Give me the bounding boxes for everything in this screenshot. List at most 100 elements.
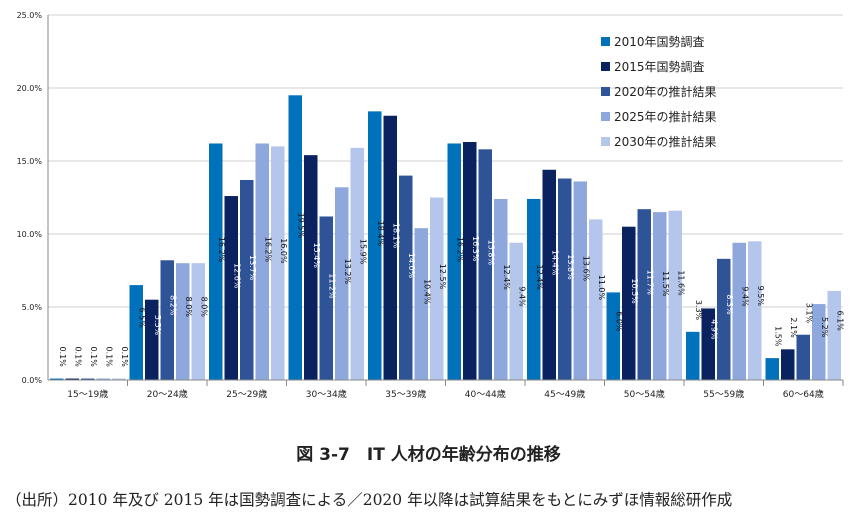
data-label: 18.4% (376, 221, 385, 247)
bar (494, 198, 508, 380)
data-label: 16.0% (279, 238, 288, 264)
bar (527, 198, 541, 380)
data-label: 14.4% (550, 250, 559, 276)
data-label: 5.2% (820, 317, 829, 338)
legend-label: 2030年の推計結果 (614, 134, 717, 149)
data-label: 11.7% (645, 270, 654, 296)
data-label: 1.5% (773, 326, 782, 347)
bar (368, 111, 382, 381)
data-label: 12.4% (535, 264, 544, 290)
x-tick-label: 50～54歳 (624, 388, 665, 400)
legend-label: 2010年国勢調査 (614, 34, 705, 49)
gridlines (48, 14, 843, 308)
data-label: 0.1% (73, 347, 82, 368)
bar (589, 219, 603, 380)
bar (240, 179, 254, 380)
bar (430, 197, 444, 380)
y-tick-label: 20.0% (17, 84, 43, 93)
bar-chart: 0.1% 0.1% 0.1% 0.1% 0.1% 6.5% 5.5% 8.2% 8.0% 8.0%… (17, 11, 845, 400)
data-label: 11.0% (597, 275, 606, 301)
y-tick-label: 5.0% (22, 303, 43, 312)
bar (463, 142, 477, 380)
data-label: 0.1% (58, 347, 67, 368)
bar (383, 115, 397, 381)
bar (145, 299, 159, 380)
y-tick-label: 15.0% (17, 157, 43, 166)
figure-caption: 図 3-7 IT 人材の年齢分布の推移 (296, 445, 561, 465)
bar (112, 378, 126, 380)
data-label: 3.3% (694, 300, 703, 321)
data-label: 11.2% (327, 273, 336, 299)
bar (748, 241, 762, 380)
data-label: 19.5% (296, 213, 305, 239)
bar (509, 242, 523, 380)
bar (160, 260, 174, 380)
data-label: 16.2% (455, 237, 464, 263)
bars (50, 95, 841, 381)
y-tick-label: 0.0% (22, 376, 43, 385)
bar (209, 143, 223, 380)
bar (542, 169, 556, 380)
x-tick-label: 60～64歳 (783, 388, 824, 400)
data-label: 0.1% (104, 347, 113, 368)
bar (812, 304, 826, 380)
bar (81, 378, 95, 380)
bar (176, 263, 190, 380)
bar (558, 178, 572, 380)
bar (255, 143, 269, 380)
data-label: 13.6% (581, 256, 590, 282)
bar (701, 308, 715, 380)
data-label: 18.1% (391, 223, 400, 249)
bar (399, 175, 413, 380)
data-label: 13.2% (343, 259, 352, 285)
data-label: 16.3% (471, 236, 480, 262)
data-label: 10.5% (630, 278, 639, 304)
legend-label: 2015年国勢調査 (614, 59, 705, 74)
data-label: 11.5% (661, 271, 670, 297)
data-label: 4.9% (709, 319, 718, 340)
bar (335, 187, 349, 380)
legend-swatch (601, 137, 610, 146)
bar (796, 334, 810, 380)
data-label: 8.0% (199, 297, 208, 318)
bar (350, 147, 364, 380)
x-tick-label: 30～34歳 (306, 388, 347, 400)
data-label: 0.1% (89, 347, 98, 368)
bar (781, 349, 795, 380)
data-label: 15.8% (486, 240, 495, 266)
bar (686, 331, 700, 380)
bar (573, 181, 587, 380)
data-label: 6.0% (614, 311, 623, 332)
bar (414, 228, 428, 380)
bar (622, 226, 636, 380)
data-label: 11.6% (676, 270, 685, 296)
x-tick-label: 40～44歳 (465, 388, 506, 400)
data-label: 16.2% (217, 237, 226, 263)
bar (224, 196, 238, 380)
data-labels: 0.1% 0.1% 0.1% 0.1% 0.1% 6.5% 5.5% 8.2% 8.0% 8.0%… (58, 213, 845, 368)
bar (96, 378, 110, 380)
x-tick-label: 45～49歳 (544, 388, 585, 400)
bar (765, 358, 779, 380)
data-label: 8.3% (725, 294, 734, 315)
bar (827, 290, 841, 380)
x-tick-label: 20～24歳 (147, 388, 188, 400)
bar (717, 258, 731, 380)
bar (447, 143, 461, 380)
bar (668, 210, 682, 380)
data-label: 8.0% (184, 297, 193, 318)
source-note: （出所）2010 年及び 2015 年は国勢調査による／2020 年以降は試算結… (6, 491, 733, 509)
legend-swatch (601, 37, 610, 46)
legend: 2010年国勢調査 2015年国勢調査 2020年の推計結果 2025年の推計結果 20… (601, 34, 717, 149)
data-label: 9.4% (740, 286, 749, 307)
y-tick-label: 10.0% (17, 230, 43, 239)
data-label: 12.6% (232, 263, 241, 289)
axes: 0.0% 5.0% 10.0% 15.0% 20.0% 25.0% 15～19歳 20～24歳… (17, 11, 844, 400)
x-tick-label: 55～59歳 (703, 388, 744, 400)
data-label: 9.5% (756, 286, 765, 307)
data-label: 12.4% (502, 264, 511, 290)
bar (478, 149, 492, 380)
data-label: 6.5% (137, 308, 146, 329)
data-label: 9.4% (517, 286, 526, 307)
data-label: 8.2% (168, 295, 177, 316)
